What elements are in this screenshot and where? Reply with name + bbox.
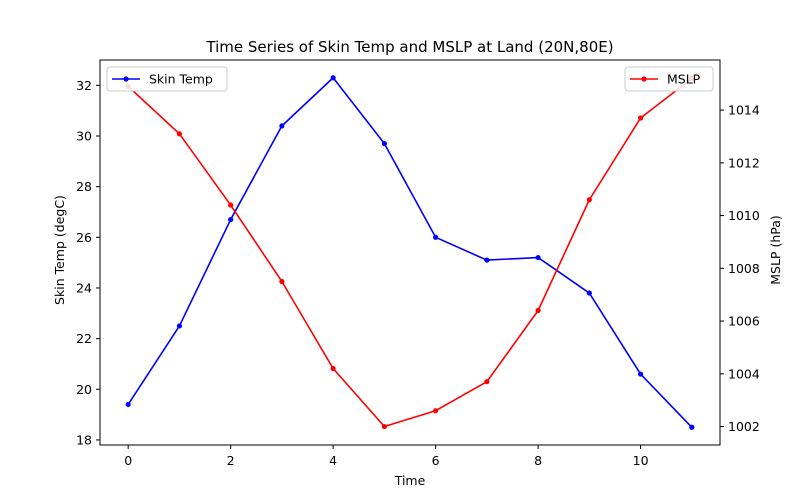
series-marker	[433, 234, 439, 240]
series-marker	[279, 123, 285, 129]
legend-1: Skin Temp	[106, 66, 228, 92]
right-y-tick-label: 1004	[728, 366, 760, 381]
left-y-axis-label: Skin Temp (degC)	[52, 195, 67, 305]
x-tick-label: 8	[534, 453, 542, 468]
legend-label: Skin Temp	[149, 72, 213, 87]
right-y-tick-label: 1014	[728, 103, 760, 118]
chart-title: Time Series of Skin Temp and MSLP at Lan…	[205, 38, 613, 56]
right-y-tick-label: 1002	[728, 419, 760, 434]
series-line	[127, 76, 693, 428]
left-y-tick-label: 20	[76, 382, 92, 397]
series-1	[125, 75, 695, 430]
series-marker	[176, 131, 183, 137]
x-tick-label: 4	[329, 453, 337, 468]
series-marker	[484, 379, 490, 385]
legend-marker	[123, 76, 129, 82]
legend-box	[106, 66, 228, 92]
legend-label: MSLP	[667, 72, 701, 87]
legend-box	[624, 66, 714, 92]
series-marker	[279, 278, 285, 285]
left-y-tick-label: 30	[76, 128, 92, 143]
left-y-tick-label: 32	[76, 78, 92, 93]
right-y-tick-label: 1010	[728, 208, 760, 223]
series-marker	[484, 257, 490, 263]
series-marker	[586, 197, 592, 203]
series-marker	[330, 365, 336, 372]
series-marker	[535, 254, 541, 261]
series-marker	[381, 140, 387, 147]
series-marker	[228, 202, 234, 208]
series-marker	[586, 290, 592, 296]
series-marker	[330, 75, 336, 81]
right-y-tick-label: 1012	[728, 155, 760, 170]
series-marker	[689, 424, 695, 430]
legend-layer: Skin Temp MSLP	[106, 66, 714, 92]
legend-marker	[641, 76, 647, 82]
left-y-tick-label: 22	[76, 331, 92, 346]
axes-layer: 0 2 4 6 8 10182022242628303210021004100610081…	[76, 59, 760, 468]
right-y-tick-label: 1006	[728, 314, 760, 329]
left-y-tick-label: 26	[76, 230, 92, 245]
x-tick-label: 2	[227, 453, 235, 468]
series-marker	[176, 323, 183, 329]
series-marker	[433, 408, 439, 414]
x-axis-label: Time	[394, 473, 426, 488]
right-y-tick-label: 1008	[728, 261, 760, 276]
plot-frame	[99, 59, 721, 446]
series-marker	[535, 307, 541, 314]
plot-area	[100, 60, 720, 445]
series-marker	[637, 371, 644, 377]
x-tick-label: 6	[432, 453, 440, 468]
series-marker	[637, 115, 644, 121]
left-y-tick-label: 24	[76, 280, 92, 295]
series-line	[127, 77, 693, 428]
right-y-axis-label: MSLP (hPa)	[768, 215, 783, 285]
plot-background	[100, 60, 720, 445]
x-tick-label: 0	[124, 453, 132, 468]
series-marker	[125, 401, 131, 408]
x-tick-label: 10	[633, 453, 649, 468]
series-marker	[381, 423, 387, 430]
left-y-tick-label: 18	[76, 432, 92, 447]
series-marker	[228, 216, 234, 223]
left-y-tick-label: 28	[76, 179, 92, 194]
legend-2: MSLP	[624, 66, 714, 92]
